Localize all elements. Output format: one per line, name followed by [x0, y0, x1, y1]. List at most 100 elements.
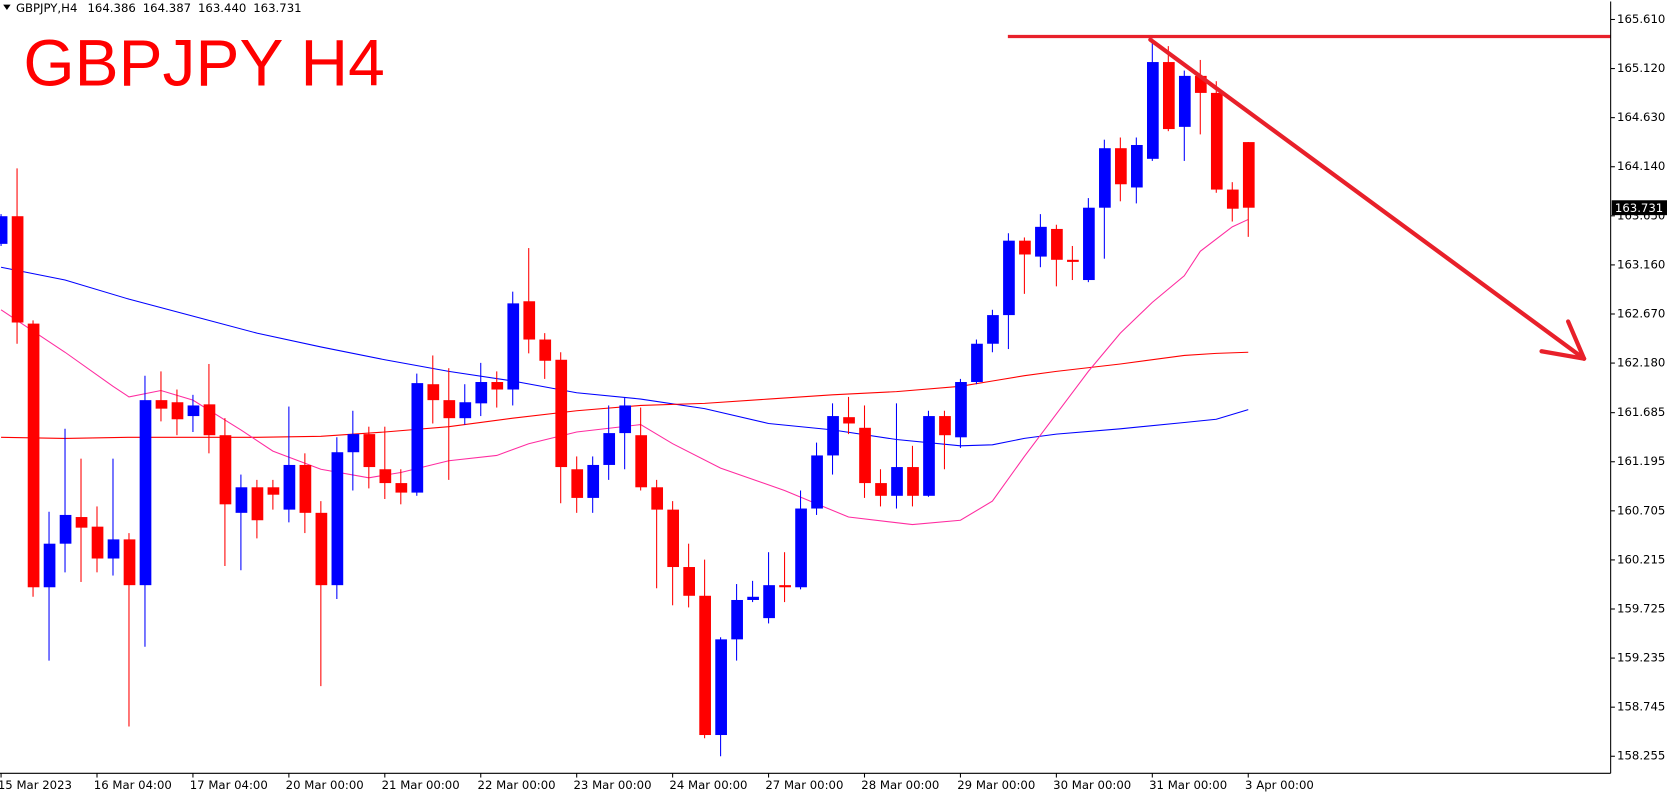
x-tick-label: 20 Mar 00:00: [286, 778, 364, 792]
x-tick-label: 30 Mar 00:00: [1053, 778, 1131, 792]
candle-body: [1162, 62, 1175, 130]
candles: [0, 38, 1255, 757]
y-tick-label: 158.745: [1617, 700, 1665, 714]
candle-body: [395, 483, 408, 493]
candle-body: [43, 543, 56, 588]
candle-body: [1099, 148, 1111, 208]
candle-body: [875, 483, 887, 496]
x-tick-label: 21 Mar 00:00: [382, 778, 460, 792]
candle-body: [1178, 75, 1191, 127]
candle-body: [75, 517, 88, 528]
chart-header: GBPJPY,H4 164.386 164.387 163.440 163.73…: [16, 1, 302, 15]
candle-body: [555, 359, 568, 468]
candle-body: [763, 585, 775, 619]
close: 163.731: [253, 1, 301, 15]
candle-body: [283, 464, 296, 510]
candle-body: [171, 402, 184, 420]
candle-body: [923, 416, 935, 496]
candle-body: [795, 508, 807, 588]
candle-body: [459, 402, 472, 419]
low: 163.440: [198, 1, 246, 15]
candle-body: [1226, 189, 1239, 209]
candle-body: [731, 599, 743, 640]
candle-body: [971, 343, 983, 383]
x-tick-label: 24 Mar 00:00: [669, 778, 747, 792]
candle-body: [603, 433, 616, 465]
candle-body: [811, 455, 823, 509]
candle-body: [427, 384, 440, 401]
candle-body: [571, 469, 584, 498]
candle-body: [491, 382, 504, 390]
candle-body: [1194, 75, 1207, 93]
candle-body: [155, 400, 168, 409]
x-tick-label: 27 Mar 00:00: [765, 778, 843, 792]
candle-body: [107, 539, 120, 559]
x-tick-label: 28 Mar 00:00: [861, 778, 939, 792]
y-tick-label: 161.195: [1617, 454, 1665, 468]
candle-body: [635, 435, 648, 488]
menu-icon: [3, 4, 11, 10]
moving-average: [1, 351, 1249, 439]
candle-body: [683, 567, 695, 596]
candle-body: [1019, 240, 1031, 255]
x-tick-label: 22 Mar 00:00: [478, 778, 556, 792]
x-tick-label: 17 Mar 04:00: [190, 778, 268, 792]
y-tick-label: 159.725: [1617, 602, 1665, 616]
candle-body: [331, 452, 344, 586]
candle-body: [251, 487, 264, 521]
moving-average: [0, 266, 1249, 447]
candle-body: [667, 509, 680, 568]
candle-body: [1051, 228, 1063, 260]
candle-body: [1131, 144, 1143, 188]
candle-body: [699, 595, 711, 736]
candle-body: [267, 487, 280, 495]
y-tick-label: 160.215: [1617, 552, 1665, 566]
candle-body: [443, 400, 456, 419]
y-tick-label: 163.160: [1617, 257, 1665, 271]
arrow-head: [1566, 319, 1587, 361]
candle-body: [187, 405, 200, 417]
candle-body: [1115, 148, 1127, 185]
y-tick-label: 165.120: [1617, 61, 1665, 75]
candle-body: [939, 416, 951, 436]
candle-body: [203, 404, 216, 436]
x-tick-label: 3 Apr 00:00: [1245, 778, 1314, 792]
candle-body: [315, 512, 328, 586]
candle-body: [1083, 207, 1095, 281]
candle-body: [843, 417, 855, 424]
candle-body: [779, 585, 791, 588]
y-tick-label: 165.610: [1617, 12, 1665, 26]
y-tick-label: 161.685: [1617, 405, 1665, 419]
y-tick-label: 159.235: [1617, 651, 1665, 665]
candle-body: [619, 405, 632, 434]
candle-body: [475, 382, 488, 404]
symbol: GBPJPY,H4: [16, 1, 77, 15]
y-tick-label: 162.180: [1617, 356, 1665, 370]
candle-body: [747, 596, 759, 600]
arrow-head: [1539, 349, 1587, 361]
candle-body: [1242, 142, 1255, 208]
candle-body: [299, 464, 312, 513]
candle-body: [59, 514, 72, 544]
high: 164.387: [143, 1, 191, 15]
chart-title: GBPJPY H4: [23, 25, 384, 99]
y-tick-label: 158.255: [1617, 749, 1665, 763]
candle-body: [347, 434, 360, 453]
candle-body: [1035, 226, 1047, 257]
y-tick-label: 164.630: [1617, 110, 1665, 124]
candle-body: [539, 339, 552, 361]
x-tick-label: 31 Mar 00:00: [1149, 778, 1227, 792]
y-tick-label: 160.705: [1617, 503, 1665, 517]
open: 164.386: [87, 1, 135, 15]
x-tick-label: 16 Mar 04:00: [94, 778, 172, 792]
candle-body: [907, 467, 919, 496]
candle-body: [27, 323, 40, 588]
candle-body: [1210, 92, 1223, 190]
candle-body: [219, 435, 232, 505]
candle-body: [411, 383, 424, 493]
candle-body: [235, 487, 248, 513]
candle-body: [0, 216, 8, 244]
candle-body: [827, 416, 839, 456]
trend-arrow: [1148, 37, 1587, 361]
